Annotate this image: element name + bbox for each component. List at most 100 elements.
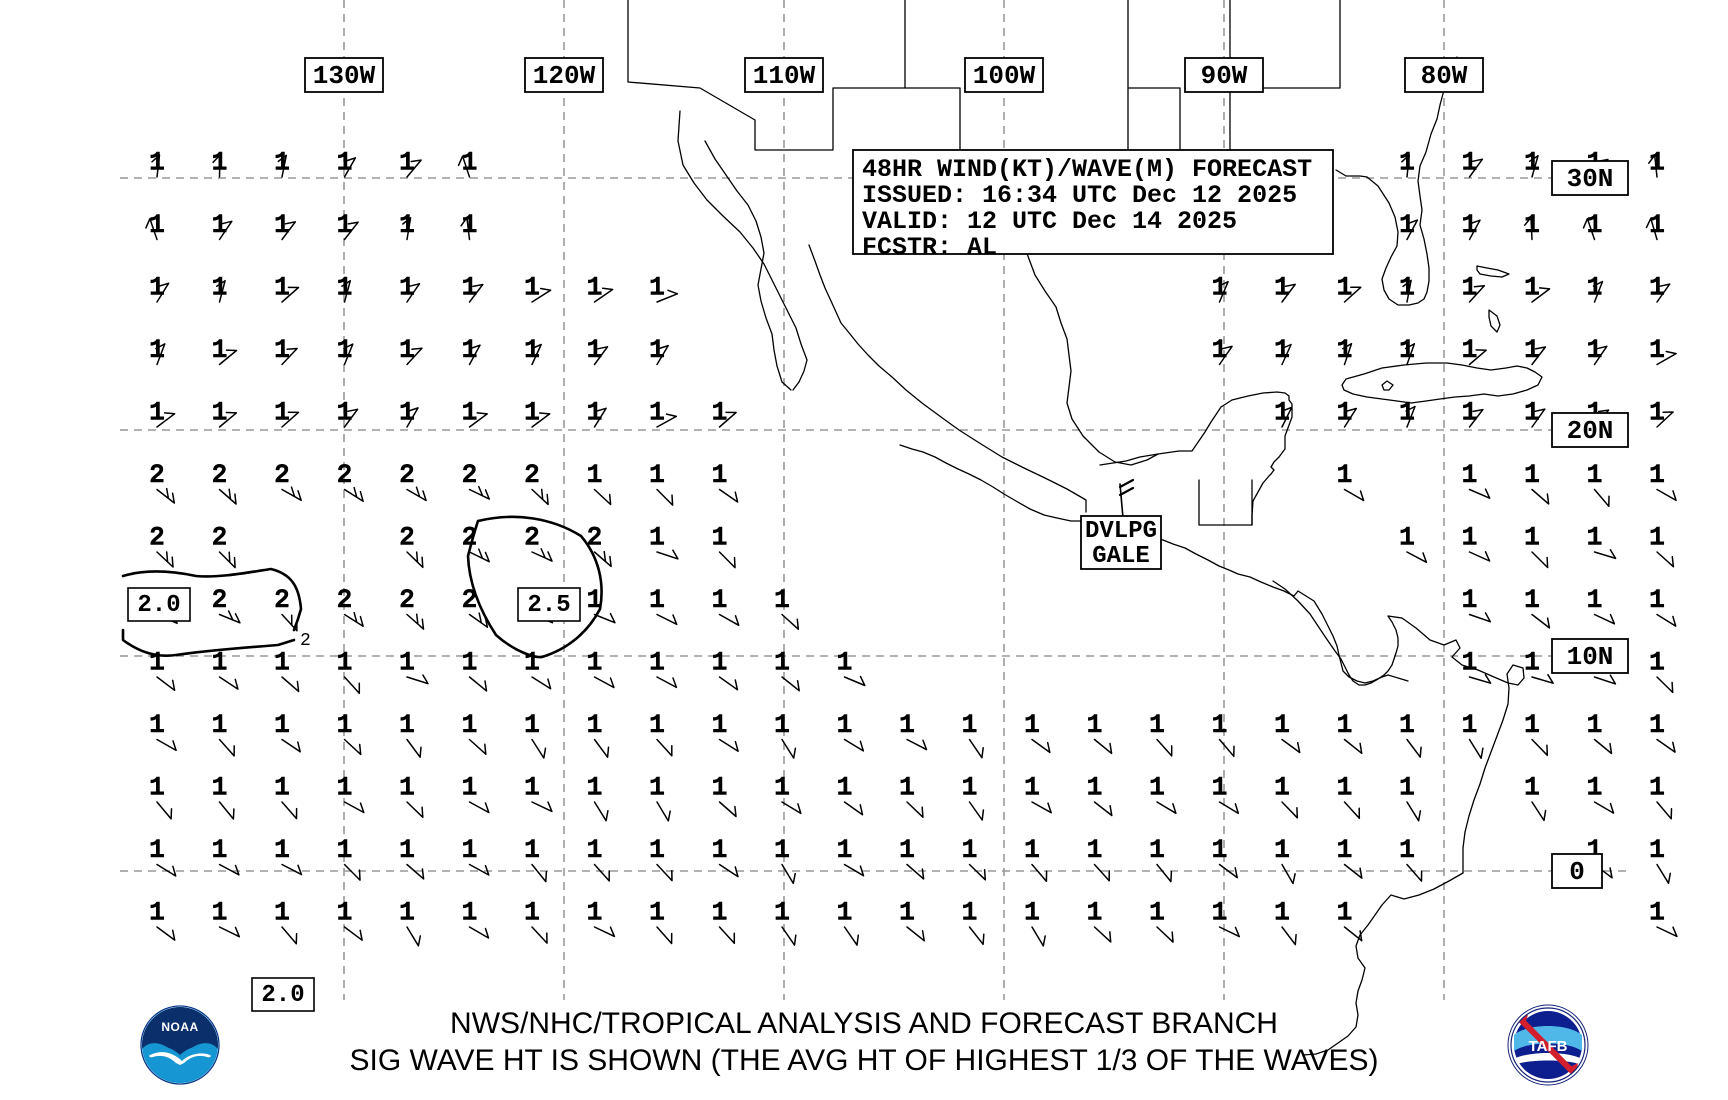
- svg-text:1: 1: [649, 648, 664, 677]
- svg-text:1: 1: [399, 398, 414, 427]
- svg-text:1: 1: [1212, 898, 1227, 927]
- svg-text:1: 1: [274, 336, 289, 365]
- svg-text:1: 1: [712, 586, 727, 615]
- svg-text:1: 1: [649, 586, 664, 615]
- svg-text:1: 1: [712, 836, 727, 865]
- svg-text:1: 1: [524, 336, 539, 365]
- svg-text:1: 1: [1649, 461, 1664, 490]
- svg-text:1: 1: [1649, 336, 1664, 365]
- svg-text:1: 1: [337, 398, 352, 427]
- svg-text:1: 1: [1024, 898, 1039, 927]
- svg-text:1: 1: [462, 211, 477, 240]
- svg-text:1: 1: [1587, 711, 1602, 740]
- svg-text:1: 1: [462, 711, 477, 740]
- svg-text:1: 1: [649, 461, 664, 490]
- svg-text:1: 1: [1024, 773, 1039, 802]
- svg-text:1: 1: [587, 398, 602, 427]
- svg-text:1: 1: [149, 648, 164, 677]
- svg-text:1: 1: [399, 648, 414, 677]
- svg-text:1: 1: [1399, 773, 1414, 802]
- svg-text:1: 1: [1649, 148, 1664, 177]
- svg-text:1: 1: [1212, 711, 1227, 740]
- svg-text:1: 1: [899, 836, 914, 865]
- svg-text:1: 1: [1399, 148, 1414, 177]
- svg-text:1: 1: [149, 711, 164, 740]
- svg-text:1: 1: [899, 898, 914, 927]
- svg-text:1: 1: [399, 836, 414, 865]
- svg-text:1: 1: [1649, 398, 1664, 427]
- svg-text:1: 1: [524, 648, 539, 677]
- svg-text:1: 1: [1274, 773, 1289, 802]
- svg-text:1: 1: [462, 336, 477, 365]
- svg-text:1: 1: [212, 773, 227, 802]
- svg-text:2.0: 2.0: [137, 592, 180, 619]
- svg-text:1: 1: [1524, 273, 1539, 302]
- svg-text:1: 1: [1274, 898, 1289, 927]
- svg-text:1: 1: [1462, 586, 1477, 615]
- svg-text:ISSUED: 16:34 UTC Dec 12 2025: ISSUED: 16:34 UTC Dec 12 2025: [862, 181, 1297, 210]
- svg-text:1: 1: [774, 648, 789, 677]
- svg-text:1: 1: [462, 648, 477, 677]
- svg-text:1: 1: [1649, 523, 1664, 552]
- svg-text:VALID: 12 UTC Dec 14 2025: VALID: 12 UTC Dec 14 2025: [862, 207, 1237, 236]
- svg-text:FCSTR: AL: FCSTR: AL: [862, 233, 997, 262]
- svg-text:20N: 20N: [1567, 416, 1614, 446]
- svg-text:1: 1: [1524, 773, 1539, 802]
- svg-text:1: 1: [212, 211, 227, 240]
- svg-text:1: 1: [149, 336, 164, 365]
- svg-text:1: 1: [1524, 586, 1539, 615]
- svg-text:1: 1: [337, 211, 352, 240]
- svg-text:1: 1: [212, 836, 227, 865]
- svg-text:1: 1: [1524, 711, 1539, 740]
- svg-text:1: 1: [1649, 773, 1664, 802]
- svg-text:1: 1: [1524, 398, 1539, 427]
- svg-text:1: 1: [1399, 711, 1414, 740]
- svg-text:1: 1: [587, 273, 602, 302]
- svg-text:1: 1: [399, 898, 414, 927]
- svg-text:2: 2: [399, 586, 414, 615]
- svg-text:1: 1: [712, 711, 727, 740]
- svg-text:1: 1: [274, 898, 289, 927]
- svg-text:1: 1: [649, 898, 664, 927]
- svg-text:1: 1: [1462, 648, 1477, 677]
- svg-text:2: 2: [337, 586, 352, 615]
- svg-text:1: 1: [1462, 711, 1477, 740]
- svg-text:1: 1: [962, 898, 977, 927]
- svg-text:1: 1: [1212, 773, 1227, 802]
- svg-text:1: 1: [837, 711, 852, 740]
- svg-text:1: 1: [1649, 648, 1664, 677]
- svg-text:1: 1: [587, 711, 602, 740]
- svg-text:1: 1: [1149, 836, 1164, 865]
- svg-text:1: 1: [1337, 273, 1352, 302]
- svg-text:1: 1: [399, 711, 414, 740]
- svg-text:1: 1: [1399, 523, 1414, 552]
- svg-text:1: 1: [399, 273, 414, 302]
- svg-text:1: 1: [462, 398, 477, 427]
- svg-text:2: 2: [337, 461, 352, 490]
- svg-text:1: 1: [1212, 836, 1227, 865]
- svg-text:1: 1: [1149, 773, 1164, 802]
- svg-text:1: 1: [1274, 398, 1289, 427]
- svg-text:1: 1: [1587, 586, 1602, 615]
- svg-text:1: 1: [712, 648, 727, 677]
- svg-text:1: 1: [337, 336, 352, 365]
- svg-text:90W: 90W: [1201, 61, 1248, 91]
- svg-text:1: 1: [1212, 336, 1227, 365]
- svg-text:1: 1: [1462, 211, 1477, 240]
- svg-text:1: 1: [1649, 711, 1664, 740]
- svg-text:1: 1: [212, 273, 227, 302]
- svg-text:1: 1: [587, 898, 602, 927]
- svg-text:1: 1: [774, 836, 789, 865]
- svg-text:1: 1: [149, 773, 164, 802]
- svg-text:1: 1: [1337, 711, 1352, 740]
- svg-text:1: 1: [1649, 586, 1664, 615]
- svg-text:1: 1: [149, 836, 164, 865]
- svg-text:1: 1: [1274, 273, 1289, 302]
- svg-text:1: 1: [1087, 836, 1102, 865]
- svg-text:1: 1: [1587, 211, 1602, 240]
- svg-text:2: 2: [300, 631, 311, 651]
- svg-text:1: 1: [837, 648, 852, 677]
- svg-text:1: 1: [587, 461, 602, 490]
- svg-text:1: 1: [1024, 711, 1039, 740]
- svg-text:1: 1: [1087, 773, 1102, 802]
